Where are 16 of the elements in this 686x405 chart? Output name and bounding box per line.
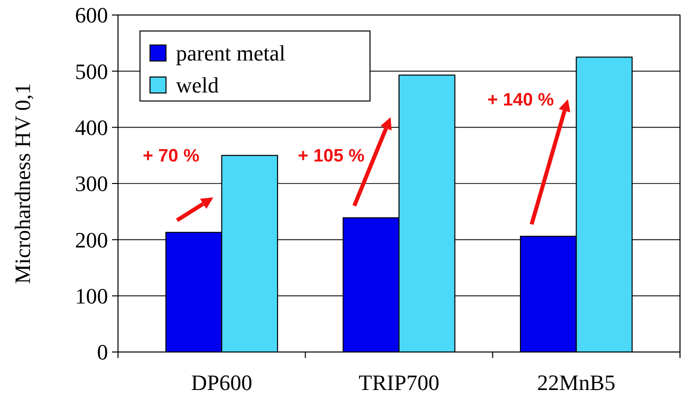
x-tick-label: TRIP700 [358,370,440,395]
x-tick-label: 22MnB5 [537,370,616,395]
legend-label: weld [176,72,219,98]
y-tick-label: 300 [75,171,108,196]
y-tick-label: 100 [75,284,108,309]
y-tick-label: 400 [75,115,108,140]
y-axis-title: Microhardness HV 0,1 [10,83,35,284]
annotation: + 70 % [142,145,200,166]
y-tick-label: 200 [75,227,108,252]
annotation: + 105 % [298,145,364,166]
y-tick-label: 600 [75,2,108,28]
x-tick-label: DP600 [191,370,252,395]
y-tick-label: 0 [97,340,108,365]
annotation: + 140 % [487,89,554,110]
legend-label: parent metal [176,40,286,66]
y-tick-label: 500 [75,58,108,84]
